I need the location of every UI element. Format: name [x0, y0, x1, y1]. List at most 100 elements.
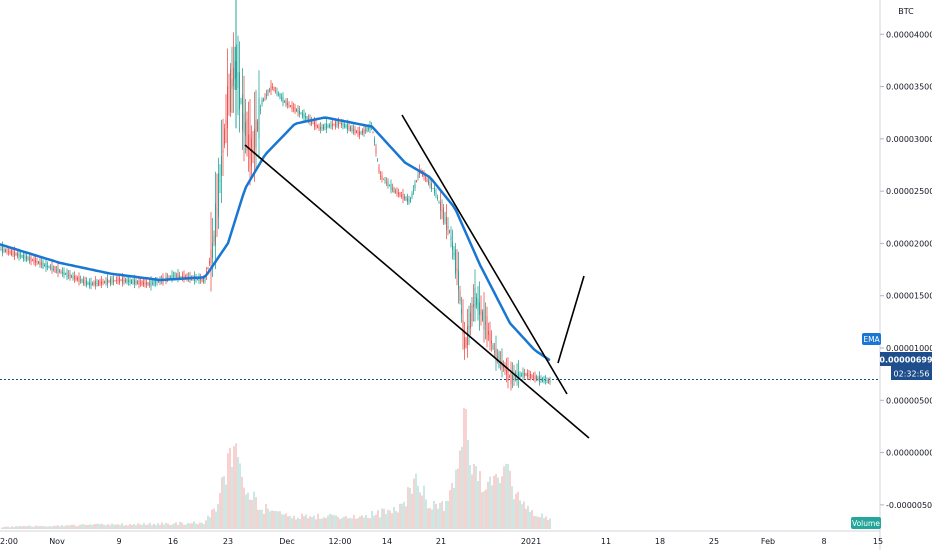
candle-body	[197, 277, 198, 281]
candle-body	[51, 266, 53, 271]
candle-body	[320, 126, 321, 130]
candle-body	[297, 109, 299, 114]
volume-bar	[63, 526, 65, 529]
candle-body	[383, 178, 384, 180]
candle-body	[327, 126, 329, 127]
candle-body	[96, 283, 98, 284]
candle-body	[216, 209, 218, 211]
candle-body	[176, 275, 177, 277]
time-tick-label: 15	[873, 537, 883, 546]
candle-body	[126, 279, 128, 283]
volume-bar	[531, 510, 533, 529]
volume-bar	[109, 525, 111, 529]
candle-body	[138, 280, 140, 285]
candle-body	[498, 352, 500, 368]
volume-bar	[529, 511, 531, 529]
volume-bar	[191, 523, 193, 529]
time-tick-label: 25	[709, 537, 719, 546]
volume-bar	[451, 482, 453, 529]
candle-body	[462, 320, 464, 335]
volume-bar	[223, 476, 225, 529]
candle-body	[35, 260, 36, 263]
price-axis-bg	[881, 0, 932, 550]
volume-bar	[247, 492, 249, 529]
candle-body	[489, 333, 491, 342]
volume-bar	[55, 525, 57, 529]
candle-body	[230, 69, 231, 113]
volume-bar	[391, 513, 393, 529]
volume-bar	[397, 512, 399, 529]
candle-body	[456, 268, 458, 271]
candle-body	[509, 376, 510, 377]
time-tick-label: 21	[436, 537, 446, 546]
candle-body	[441, 210, 443, 212]
candle-body	[257, 121, 258, 131]
candle-body	[102, 281, 104, 284]
candle-body	[497, 357, 498, 359]
volume-bar	[295, 519, 297, 529]
volume-bar	[501, 476, 503, 529]
candle-body	[545, 380, 546, 381]
candle-body	[353, 129, 354, 131]
candle-body	[329, 124, 330, 127]
volume-bar	[131, 525, 133, 529]
candle-body	[81, 278, 83, 283]
candle-body	[390, 183, 392, 191]
candle-body	[104, 281, 105, 283]
candle-body	[468, 326, 470, 330]
volume-bar	[87, 524, 89, 529]
volume-bar	[245, 494, 247, 529]
candle-body	[387, 181, 389, 187]
candle-body	[507, 367, 509, 381]
volume-bar	[285, 513, 287, 529]
volume-bar	[527, 505, 529, 529]
candle-body	[477, 299, 479, 311]
candle-body	[68, 274, 69, 276]
candle-body	[305, 116, 306, 118]
candle-body	[389, 185, 390, 187]
volume-bar	[335, 515, 337, 529]
volume-bar	[293, 515, 295, 529]
volume-bar	[97, 523, 99, 529]
volume-bar	[507, 464, 509, 529]
candle-body	[74, 276, 75, 280]
candle-body	[540, 379, 542, 381]
candle-body	[21, 254, 23, 258]
candle-body	[90, 282, 92, 286]
volume-bar	[89, 524, 91, 529]
volume-bar	[519, 500, 521, 529]
countdown-label: 02:32:56	[894, 370, 930, 379]
volume-bar	[481, 492, 483, 529]
candle-body	[432, 188, 434, 190]
candle-body	[219, 180, 221, 182]
candle-body	[24, 256, 26, 258]
candle-body	[93, 282, 95, 285]
volume-bar	[343, 516, 345, 529]
candle-body	[8, 251, 9, 253]
volume-bar	[549, 518, 551, 529]
candle-body	[444, 218, 446, 220]
volume-bar	[45, 526, 47, 529]
candle-body	[156, 281, 158, 283]
price-tick-label: 0.00003500	[886, 83, 932, 92]
volume-bar	[545, 516, 547, 529]
candle-body	[404, 197, 405, 199]
candle-body	[543, 379, 545, 381]
volume-bar	[195, 523, 197, 529]
volume-bar	[27, 525, 29, 529]
volume-bar	[303, 516, 305, 529]
candle-body	[114, 280, 116, 282]
volume-bar	[241, 476, 243, 529]
volume-bar	[251, 499, 253, 529]
candle-body	[312, 122, 314, 124]
volume-bar	[149, 522, 151, 529]
candle-body	[362, 130, 363, 134]
candle-body	[150, 281, 152, 287]
volume-bar	[257, 509, 259, 529]
candle-body	[92, 283, 93, 285]
volume-bar	[457, 468, 459, 529]
volume-bar	[143, 522, 145, 529]
candle-body	[179, 275, 180, 278]
volume-bar	[267, 508, 269, 529]
